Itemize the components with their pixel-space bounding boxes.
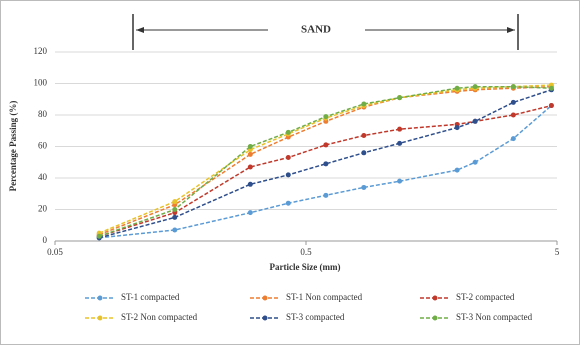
data-point <box>548 103 554 109</box>
data-point <box>472 118 478 124</box>
data-point <box>454 125 460 131</box>
data-point <box>96 233 102 239</box>
y-tick-label: 0 <box>43 235 48 245</box>
legend-label: ST-2 Non compacted <box>121 312 198 322</box>
data-point <box>397 178 403 184</box>
x-tick-label: 0.5 <box>300 247 312 257</box>
data-point <box>548 85 554 91</box>
data-point <box>172 199 178 205</box>
data-point <box>397 140 403 146</box>
annotation: SAND <box>301 24 331 36</box>
data-point <box>397 95 403 101</box>
data-point <box>172 227 178 233</box>
data-point <box>285 129 291 135</box>
data-point <box>172 214 178 220</box>
data-point <box>510 99 516 105</box>
legend-label: ST-1 compacted <box>121 292 180 302</box>
data-point <box>247 210 253 216</box>
data-point <box>247 151 253 157</box>
y-tick-label: 80 <box>38 109 48 119</box>
data-point <box>285 200 291 206</box>
data-point <box>323 142 329 148</box>
y-tick-label: 120 <box>34 46 48 56</box>
data-point <box>172 207 178 212</box>
data-point <box>285 155 291 161</box>
series-line <box>98 85 552 238</box>
data-point <box>323 114 329 120</box>
legend-label: ST-3 compacted <box>286 312 345 322</box>
legend-marker <box>97 315 103 321</box>
data-point <box>472 159 478 165</box>
y-tick-label: 40 <box>38 172 48 182</box>
data-point <box>361 132 367 138</box>
legend-label: ST-2 compacted <box>456 292 515 302</box>
data-point <box>472 84 478 90</box>
data-point <box>397 126 403 132</box>
x-axis-label: Particle Size (mm) <box>270 262 341 272</box>
data-point <box>323 192 329 198</box>
y-tick-label: 20 <box>38 204 48 214</box>
legend-label: ST-3 Non compacted <box>456 312 533 322</box>
data-point <box>247 181 253 187</box>
data-point <box>510 84 516 90</box>
data-point <box>454 85 460 91</box>
legend-label: ST-1 Non compacted <box>286 292 363 302</box>
data-point <box>361 184 367 190</box>
legend-marker <box>97 295 103 301</box>
legend-marker <box>432 295 438 301</box>
data-point <box>454 167 460 173</box>
legend-marker <box>432 315 438 321</box>
data-point <box>510 136 516 142</box>
data-point <box>285 172 291 178</box>
data-point <box>323 161 329 167</box>
data-point <box>247 164 253 170</box>
y-tick-label: 100 <box>34 78 48 88</box>
data-point <box>247 144 253 149</box>
series-line <box>99 105 552 239</box>
y-tick-label: 60 <box>38 141 48 151</box>
x-tick-label: 5 <box>555 247 560 257</box>
data-point <box>510 112 516 118</box>
legend-marker <box>262 315 268 321</box>
legend-marker <box>262 295 268 301</box>
data-point <box>361 150 367 156</box>
y-axis-label: Percentage Passing (%) <box>8 101 18 192</box>
x-tick-label: 0.05 <box>47 247 63 257</box>
data-point <box>361 101 367 107</box>
